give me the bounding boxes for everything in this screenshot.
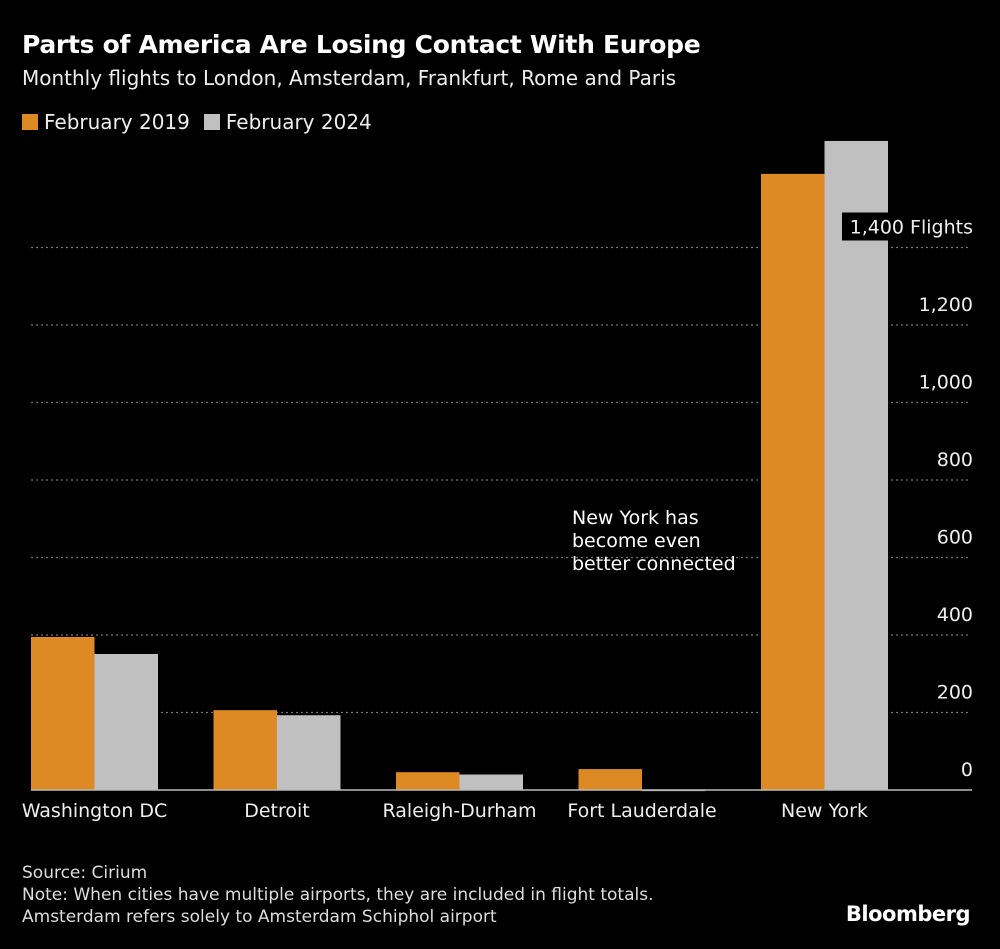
footer: Source: Cirium Note: When cities have mu… (22, 862, 654, 928)
annotation-line: become even (572, 530, 701, 552)
bar-2019 (761, 173, 825, 790)
legend: February 2019 February 2024 (22, 110, 372, 134)
bar-2024 (824, 140, 888, 790)
bar-2024 (277, 715, 341, 790)
bar-2024 (94, 653, 158, 790)
bar-2019 (213, 710, 277, 790)
bar-2024 (459, 774, 523, 790)
bar-2019 (31, 636, 95, 790)
legend-swatch-2019 (22, 114, 38, 130)
chart-subtitle: Monthly flights to London, Amsterdam, Fr… (22, 66, 677, 90)
legend-item-2019: February 2019 (22, 110, 190, 134)
legend-label-2024: February 2024 (225, 110, 372, 134)
y-tick-label: 400 (937, 604, 973, 626)
bar-2019 (578, 769, 642, 790)
y-tick-label: 1,400 Flights (850, 217, 973, 239)
bloomberg-logo: Bloomberg (845, 902, 971, 926)
note-line-2: Amsterdam refers solely to Amsterdam Sch… (22, 907, 497, 927)
x-tick-label: Detroit (244, 800, 310, 822)
legend-item-2024: February 2024 (203, 110, 372, 134)
y-tick-label: 1,000 (919, 372, 973, 394)
x-tick-label: Raleigh-Durham (383, 800, 537, 822)
x-tick-label: Fort Lauderdale (567, 800, 716, 822)
annotation-line: better connected (572, 553, 736, 575)
legend-label-2019: February 2019 (44, 110, 190, 134)
y-tick-label: 0 (961, 759, 973, 781)
chart-title: Parts of America Are Losing Contact With… (22, 30, 701, 59)
y-tick-label: 600 (937, 527, 973, 549)
y-tick-label: 1,200 (919, 294, 973, 316)
x-tick-label: Washington DC (22, 800, 168, 822)
tick-label-background (842, 212, 974, 241)
annotation-line: New York has (572, 507, 699, 529)
note-line-1: Note: When cities have multiple airports… (22, 885, 654, 905)
x-tick-label: New York (781, 800, 868, 822)
legend-swatch-2024 (203, 114, 220, 130)
source-text: Source: Cirium (22, 863, 148, 883)
y-tick-label: 200 (937, 682, 973, 704)
bar-2019 (396, 772, 460, 790)
y-tick-label: 800 (937, 449, 973, 471)
